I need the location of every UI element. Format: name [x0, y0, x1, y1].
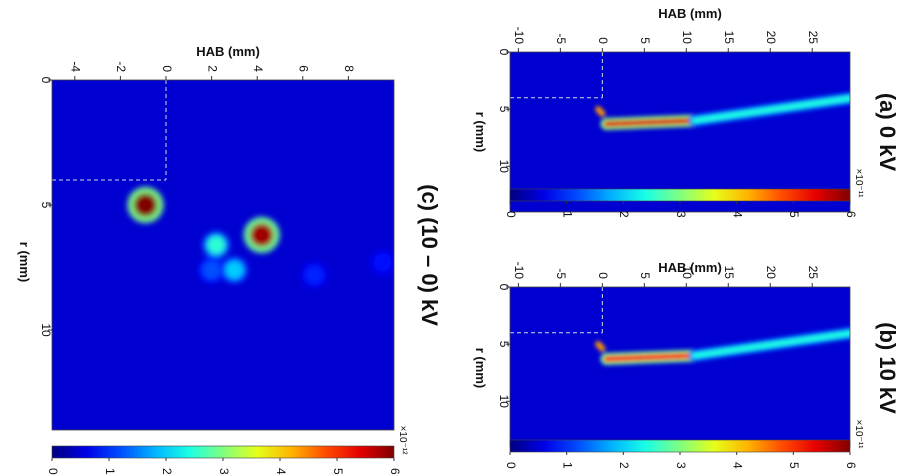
y-axis-label: r (mm): [17, 242, 32, 282]
y-tick-label: 0: [497, 284, 511, 291]
y-axis-label: r (mm): [473, 112, 488, 152]
chart-title: (a) 0 kV: [875, 93, 900, 172]
y-tick-label: 5: [497, 341, 511, 348]
x-tick-label: 0: [160, 65, 174, 72]
x-tick-label: 10: [680, 31, 694, 45]
x-tick-label: 0: [596, 272, 610, 279]
colorbar-tick-label: 2: [617, 462, 631, 469]
x-axis-label: HAB (mm): [658, 260, 722, 275]
colorbar-multiplier: ×10⁻¹¹: [853, 169, 864, 199]
y-tick-label: 10: [497, 395, 511, 409]
heatmap-background: [510, 52, 850, 212]
x-tick-label: 2: [205, 65, 219, 72]
heatmap-peak: [207, 236, 226, 254]
heatmap-band: [603, 352, 698, 362]
y-tick-label: 0: [497, 49, 511, 56]
x-tick-label: 25: [806, 266, 820, 280]
chart-title: (b) 10 kV: [875, 322, 900, 414]
x-tick-label: 5: [638, 272, 652, 279]
colorbar-tick-label: 2: [617, 211, 631, 218]
x-tick-label: 15: [722, 266, 736, 280]
x-tick-label: 25: [806, 31, 820, 45]
colorbar-tick-label: 5: [787, 211, 801, 218]
colorbar: [509, 188, 851, 202]
colorbar-tick-label: 4: [730, 462, 744, 469]
colorbar-tick-label: 5: [331, 468, 345, 475]
x-tick-label: 0: [596, 37, 610, 44]
colorbar-tick-label: 3: [674, 462, 688, 469]
x-axis-label: HAB (mm): [196, 44, 260, 59]
colorbar-tick-label: 3: [674, 211, 688, 218]
heatmap-band: [691, 95, 850, 124]
heatmap-background: [510, 287, 850, 447]
colorbar-tick-label: 3: [217, 468, 231, 475]
heatmap-peak: [249, 223, 274, 247]
colorbar-tick-label: 6: [388, 468, 402, 475]
x-tick-label: 20: [764, 31, 778, 45]
colorbar-tick-label: 1: [560, 211, 574, 218]
x-tick-label: 6: [297, 65, 311, 72]
colorbar-tick-label: 5: [787, 462, 801, 469]
heatmap-peak: [373, 253, 392, 272]
x-tick-label: -10: [512, 27, 526, 45]
x-tick-label: -2: [114, 61, 128, 72]
colorbar-tick-label: 4: [274, 468, 288, 475]
x-tick-label: 4: [251, 65, 265, 72]
colorbar-tick-label: 2: [160, 468, 174, 475]
x-tick-label: -4: [69, 61, 83, 72]
plot-frame: [509, 51, 851, 213]
plot-frame: [51, 79, 395, 431]
colorbar-tick-label: 1: [560, 462, 574, 469]
x-axis-label: HAB (mm): [658, 6, 722, 21]
chart-title: (c) (10 – 0) kV: [417, 184, 442, 326]
x-tick-label: 5: [638, 37, 652, 44]
x-tick-label: -5: [554, 268, 568, 279]
heatmap-peak: [202, 261, 221, 279]
x-tick-label: 8: [342, 65, 356, 72]
heatmap-peak: [305, 266, 324, 284]
x-tick-label: -5: [554, 33, 568, 44]
colorbar-tick-label: 6: [844, 211, 858, 218]
y-tick-label: 0: [39, 77, 53, 84]
colorbar: [509, 439, 851, 453]
colorbar-multiplier: ×10⁻¹¹: [853, 420, 864, 450]
colorbar-tick-label: 4: [730, 211, 744, 218]
y-tick-label: 10: [39, 323, 53, 337]
y-tick-label: 10: [497, 160, 511, 174]
x-tick-label: 15: [722, 31, 736, 45]
heatmap-peak: [595, 341, 606, 352]
x-tick-label: -10: [512, 262, 526, 280]
heatmap-band: [691, 330, 850, 359]
colorbar: [51, 445, 395, 459]
heatmap-peak: [595, 106, 606, 117]
colorbar-tick-label: 0: [504, 462, 518, 469]
colorbar-tick-label: 6: [844, 462, 858, 469]
colorbar-tick-label: 0: [504, 211, 518, 218]
x-tick-label: 20: [764, 266, 778, 280]
heatmap-peak: [225, 261, 244, 279]
y-tick-label: 5: [497, 106, 511, 113]
y-tick-label: 5: [39, 202, 53, 209]
x-tick-label: 10: [680, 266, 694, 280]
y-axis-label: r (mm): [473, 348, 488, 388]
heatmap-band: [603, 117, 698, 127]
colorbar-tick-label: 0: [46, 468, 60, 475]
colorbar-tick-label: 1: [103, 468, 117, 475]
heatmap-peak: [133, 193, 158, 217]
colorbar-multiplier: ×10⁻¹²: [397, 426, 408, 456]
